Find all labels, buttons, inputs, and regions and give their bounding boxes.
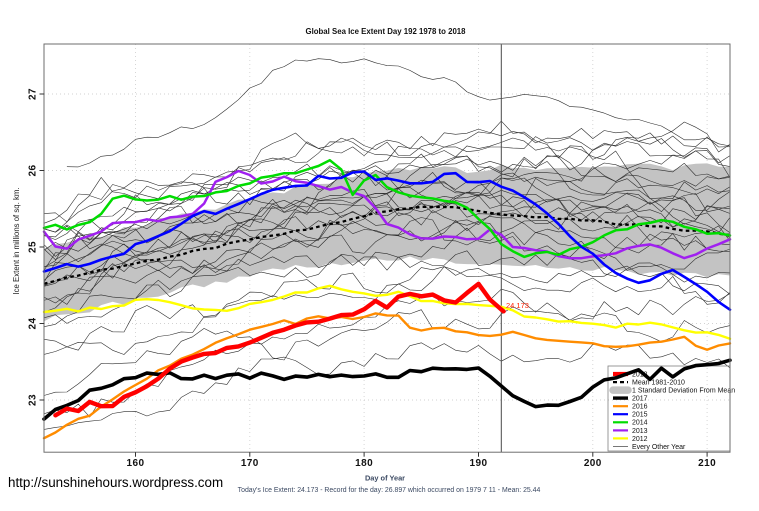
svg-text:2018: 2018	[632, 371, 648, 378]
svg-text:Every Other Year: Every Other Year	[632, 444, 686, 451]
svg-text:Today's Ice Extent: 24.173 -: Today's Ice Extent: 24.173 - Record for …	[238, 487, 541, 494]
svg-text:24.173: 24.173	[506, 301, 529, 310]
svg-text:Mean 1981-2010: Mean 1981-2010	[632, 379, 685, 386]
svg-text:25: 25	[28, 241, 39, 253]
svg-text:23: 23	[28, 394, 39, 406]
svg-text:170: 170	[241, 458, 259, 469]
svg-text:200: 200	[584, 458, 602, 469]
svg-text:26: 26	[28, 165, 39, 177]
svg-text:2013: 2013	[632, 428, 648, 435]
svg-text:Ice Extent in millions of sq.: Ice Extent in millions of sq. km.	[12, 187, 21, 294]
svg-text:210: 210	[698, 458, 716, 469]
svg-text:190: 190	[470, 458, 488, 469]
svg-text:2017: 2017	[632, 396, 648, 403]
svg-text:24: 24	[28, 318, 39, 330]
svg-text:1 Standard Deviation From Mean: 1 Standard Deviation From Mean	[632, 388, 735, 395]
svg-text:http://sunshinehours.wordpress: http://sunshinehours.wordpress.com	[8, 475, 223, 490]
svg-text:2014: 2014	[632, 420, 648, 427]
svg-text:2016: 2016	[632, 404, 648, 411]
svg-text:27: 27	[28, 88, 39, 100]
svg-text:Global Sea Ice Extent Day 192: Global Sea Ice Extent Day 192 1978 to 20…	[306, 26, 466, 36]
svg-text:180: 180	[355, 458, 373, 469]
svg-text:Day of Year: Day of Year	[365, 474, 405, 483]
svg-text:160: 160	[127, 458, 145, 469]
svg-text:2012: 2012	[632, 436, 648, 443]
svg-text:2015: 2015	[632, 412, 648, 419]
